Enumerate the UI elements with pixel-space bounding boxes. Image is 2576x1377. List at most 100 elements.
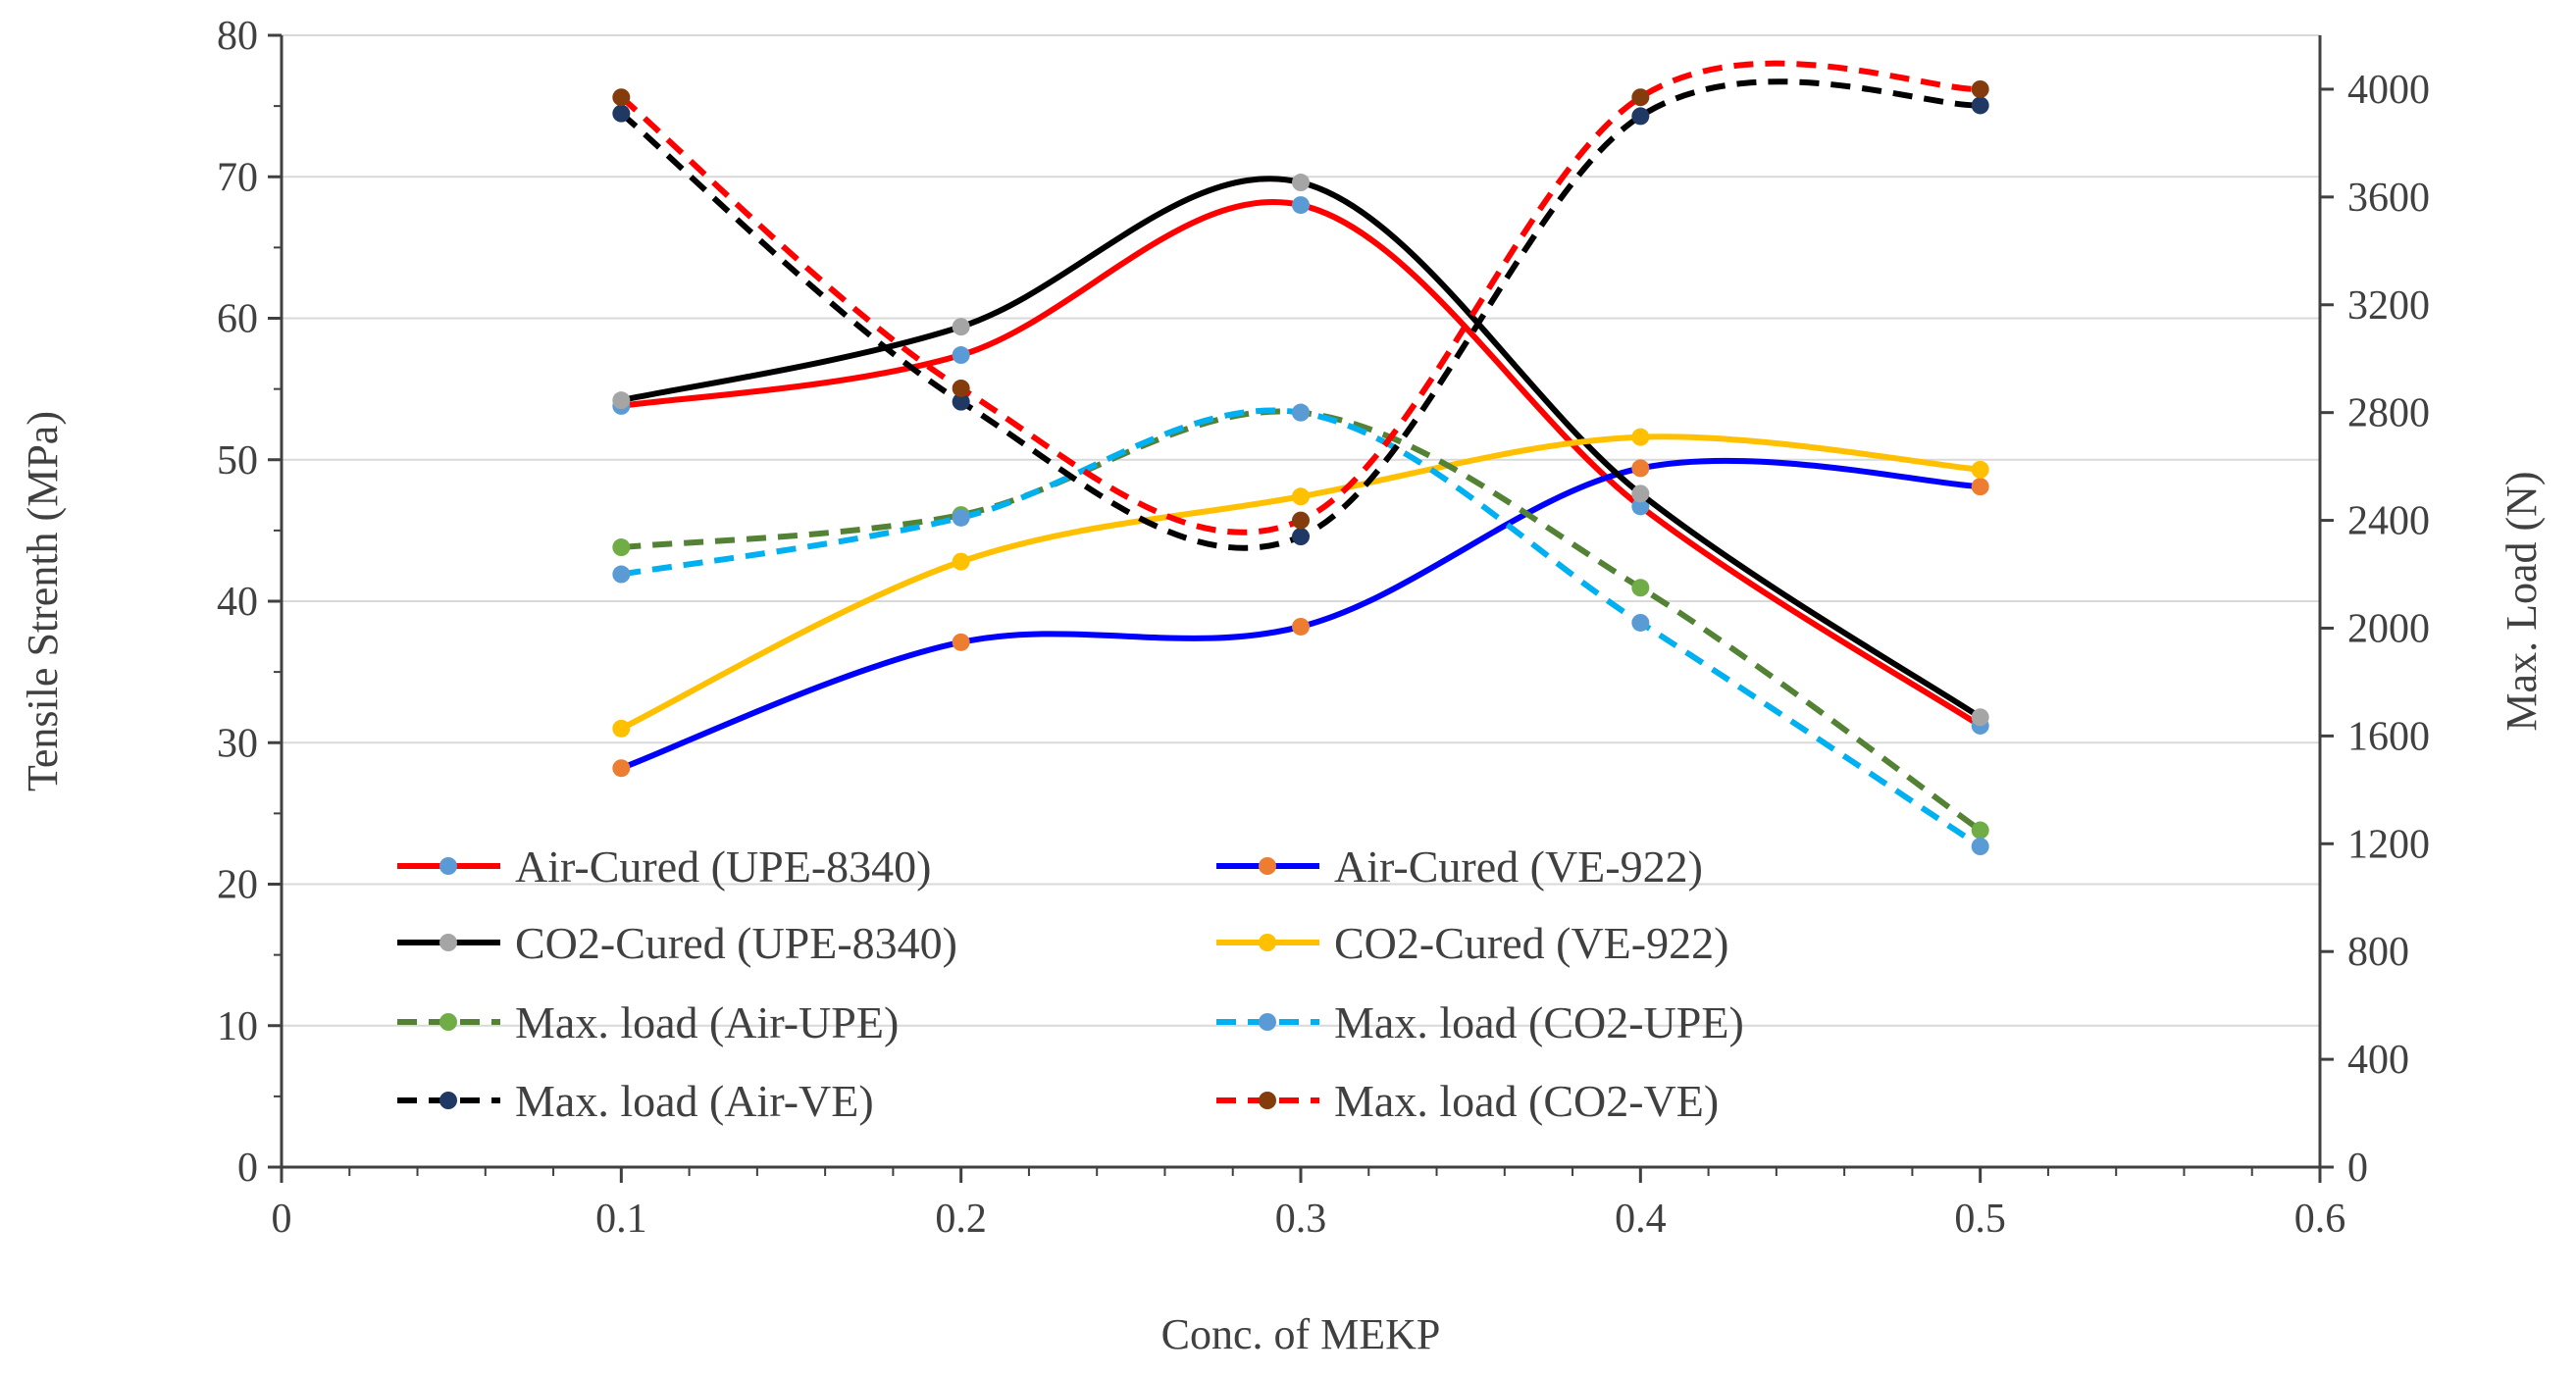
data-point: [952, 346, 970, 365]
legend-item: Air-Cured (VE-922): [1216, 842, 1703, 892]
data-point: [612, 759, 631, 778]
legend-item: CO2-Cured (UPE-8340): [397, 918, 957, 968]
legend-item: Max. load (Air-VE): [397, 1076, 874, 1126]
y-axis-title: Tensile Strenth (MPa): [19, 411, 67, 791]
y-tick-label: 40: [217, 580, 258, 625]
data-point: [1631, 107, 1650, 126]
y-tick-label: 20: [217, 863, 258, 908]
data-point: [1631, 88, 1650, 107]
data-point: [952, 392, 970, 411]
y-axis-ticks: 0 10 20 30 40 50 60 70 80: [217, 14, 282, 1191]
series-3: [612, 174, 1989, 727]
data-point: [1971, 478, 1989, 496]
y2-tick-label: 1600: [2347, 714, 2430, 759]
y-tick-label: 50: [217, 438, 258, 484]
data-point: [1292, 617, 1310, 636]
series-6: [612, 403, 1989, 856]
y2-tick-label: 3200: [2347, 283, 2430, 329]
data-point: [1292, 511, 1310, 530]
legend-marker: [439, 857, 457, 875]
legend-marker: [439, 934, 457, 951]
x-tick-label: 0.5: [1954, 1197, 2006, 1242]
data-point: [612, 719, 631, 738]
series-7: [612, 78, 1989, 551]
x-tick-label: 0.4: [1615, 1197, 1667, 1242]
data-point: [1971, 821, 1989, 840]
y2-tick-label: 2400: [2347, 499, 2430, 544]
y-tick-label: 70: [217, 155, 258, 200]
data-point: [612, 391, 631, 410]
data-point: [1631, 579, 1650, 597]
data-point: [612, 565, 631, 584]
legend-marker: [1259, 1013, 1276, 1031]
series-8: [612, 60, 1989, 536]
data-point: [1631, 497, 1650, 516]
data-point: [1631, 484, 1650, 503]
legend-item: Max. load (CO2-VE): [1216, 1076, 1719, 1126]
legend-item: Max. load (CO2-UPE): [1216, 997, 1744, 1047]
y2-tick-label: 2800: [2347, 391, 2430, 436]
y-tick-label: 60: [217, 297, 258, 342]
series-line: [620, 176, 1983, 720]
data-point: [1971, 838, 1989, 856]
y2-tick-label: 3600: [2347, 176, 2430, 221]
series-line: [620, 407, 1983, 849]
data-point: [952, 508, 970, 527]
data-point: [1292, 528, 1310, 546]
data-point: [1631, 613, 1650, 632]
legend-marker: [439, 1092, 457, 1109]
legend-item: Max. load (Air-UPE): [397, 997, 899, 1047]
y2-axis-ticks: 0 400 800 1200 1600 2000 2400 2800 3200 3600 4000: [2320, 68, 2430, 1191]
y2-tick-label: 400: [2347, 1038, 2409, 1083]
legend-item: CO2-Cured (VE-922): [1216, 918, 1728, 968]
data-point: [612, 538, 631, 557]
series-4: [612, 428, 1989, 738]
x-tick-label: 0.6: [2294, 1197, 2346, 1242]
series-2: [612, 457, 1989, 778]
x-axis-ticks: 0 0.1 0.2 0.3 0.4 0.5 0.6: [272, 1167, 2346, 1242]
y-tick-label: 30: [217, 721, 258, 766]
y-tick-label: 0: [237, 1146, 258, 1191]
series-line: [620, 199, 1983, 729]
legend-item: Air-Cured (UPE-8340): [397, 842, 932, 892]
legend-label: Max. load (Air-VE): [515, 1076, 874, 1126]
y2-tick-label: 800: [2347, 930, 2409, 975]
legend-marker: [1259, 857, 1276, 875]
y2-tick-label: 4000: [2347, 68, 2430, 113]
data-point: [1971, 96, 1989, 115]
series-group: [612, 60, 1989, 856]
data-point: [1292, 174, 1310, 192]
data-point: [1971, 460, 1989, 479]
y2-tick-label: 1200: [2347, 822, 2430, 867]
legend-label: Max. load (CO2-VE): [1334, 1076, 1719, 1126]
data-point: [1292, 196, 1310, 215]
legend: Air-Cured (UPE-8340) Air-Cured (VE-922) CO…: [397, 842, 1744, 1126]
y2-axis-title: Max. Load (N): [2498, 471, 2546, 731]
legend-marker: [439, 1013, 457, 1031]
legend-label: Air-Cured (VE-922): [1334, 842, 1703, 892]
y-tick-label: 10: [217, 1004, 258, 1049]
x-tick-label: 0.2: [935, 1197, 987, 1242]
data-point: [952, 318, 970, 336]
data-point: [1292, 403, 1310, 422]
x-tick-label: 0.3: [1275, 1197, 1327, 1242]
data-point: [1971, 708, 1989, 727]
x-axis-title: Conc. of MEKP: [1161, 1310, 1441, 1358]
data-point: [952, 552, 970, 571]
legend-label: Max. load (Air-UPE): [515, 997, 899, 1047]
gridlines: [282, 34, 2320, 1027]
legend-marker: [1259, 934, 1276, 951]
data-point: [1631, 459, 1650, 478]
data-point: [1631, 428, 1650, 446]
series-line: [620, 457, 1981, 772]
data-point: [612, 104, 631, 123]
y2-tick-label: 2000: [2347, 606, 2430, 651]
series-line: [619, 78, 1981, 551]
data-point: [952, 633, 970, 651]
x-tick-label: 0: [272, 1197, 292, 1242]
data-point: [612, 88, 631, 107]
y-tick-label: 80: [217, 14, 258, 59]
data-point: [1971, 79, 1989, 98]
legend-label: Air-Cured (UPE-8340): [515, 842, 932, 892]
